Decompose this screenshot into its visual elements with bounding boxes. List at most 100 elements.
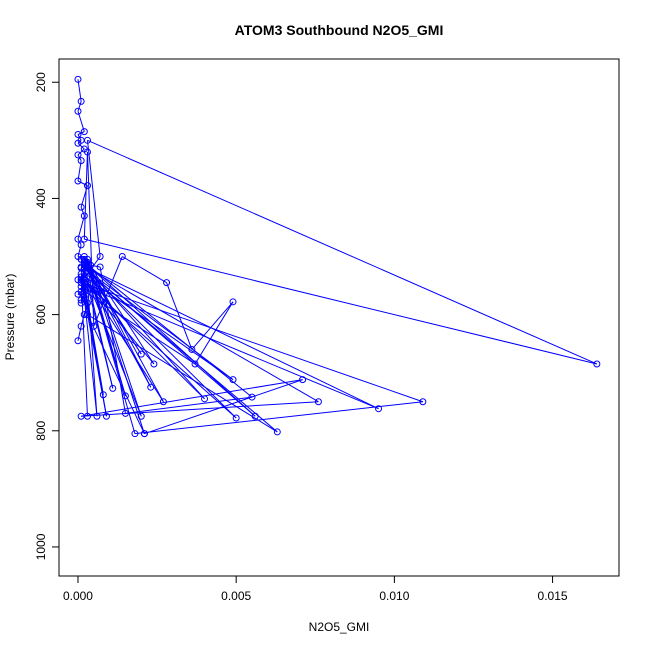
data-point (121, 409, 129, 417)
data-point (74, 177, 82, 185)
data-point (229, 376, 237, 384)
data-point (232, 414, 240, 422)
data-point (77, 97, 85, 105)
series-line-segment (77, 148, 85, 156)
y-tick-label: 600 (34, 304, 48, 324)
data-point (102, 412, 110, 420)
data-point (77, 203, 85, 211)
data-point (80, 279, 88, 287)
series-line-segment (93, 289, 379, 410)
series-line-segment (77, 244, 82, 257)
data-point (137, 412, 145, 420)
series-line-segment (87, 139, 598, 365)
data-point (74, 337, 82, 345)
data-point (96, 263, 104, 271)
series-line-segment (87, 282, 164, 402)
data-point (375, 405, 383, 413)
y-tick-label: 800 (34, 420, 48, 440)
data-point (80, 235, 88, 243)
series-line-segment (81, 401, 319, 417)
data-point (314, 398, 322, 406)
data-point (77, 273, 85, 281)
series-line-segment (93, 273, 164, 402)
series-line-segment (87, 267, 319, 403)
data-point (93, 412, 101, 420)
series-line-segment (83, 256, 155, 365)
series-line-segment (86, 262, 126, 397)
data-point (131, 430, 139, 438)
data-point (201, 395, 209, 403)
series-line-segment (80, 206, 85, 217)
data-point (96, 253, 104, 261)
series-line-segment (166, 282, 193, 350)
data-point (83, 267, 91, 275)
plot-frame (58, 58, 620, 577)
data-point (83, 148, 91, 156)
data-point (137, 350, 145, 358)
chart-title: ATOM3 Southbound N2O5_GMI (235, 22, 444, 38)
x-tick-label: 0.000 (63, 589, 93, 603)
series-line-segment (77, 215, 85, 240)
y-axis: 200 400 600 800 1000 (34, 72, 59, 560)
series-line-segment (80, 273, 234, 381)
data-point (140, 430, 148, 438)
series-line-segment (86, 282, 98, 417)
data-point (74, 131, 82, 139)
y-tick-label: 200 (34, 72, 48, 92)
x-tick-label: 0.005 (221, 589, 251, 603)
data-point (273, 428, 281, 436)
series-line-segment (87, 270, 237, 419)
data-point (90, 270, 98, 278)
series-line-segment (80, 259, 152, 388)
series-line-segment (77, 101, 82, 112)
series-line-segment (77, 142, 85, 150)
series-line-segment (77, 326, 82, 341)
data-point (147, 383, 155, 391)
series-line-segment (83, 282, 104, 395)
series-line-segment (87, 262, 152, 388)
series-line-segment (83, 151, 88, 240)
data-point (299, 376, 307, 384)
data-point (121, 392, 129, 400)
x-axis: 0.000 0.005 0.010 0.015 (63, 576, 568, 603)
data-point (83, 279, 91, 287)
data-series (77, 253, 259, 422)
y-tick-label: 400 (34, 188, 48, 208)
x-tick-label: 0.015 (538, 589, 568, 603)
data-point (74, 75, 82, 83)
series-line-segment (77, 139, 82, 144)
series-line-segment (80, 282, 424, 403)
data-point (251, 412, 259, 420)
series-line-segment (83, 267, 256, 417)
series-line-segment (77, 111, 85, 132)
data-point (74, 107, 82, 115)
data-point (248, 393, 256, 401)
data-point (74, 151, 82, 159)
y-tick-label: 1000 (34, 533, 48, 560)
data-point (77, 322, 85, 330)
series-line-segment (125, 396, 253, 414)
data-point (109, 384, 117, 392)
data-point (83, 182, 91, 190)
series-line-segment (81, 379, 303, 417)
series-line-segment (84, 267, 234, 381)
series-line-segment (83, 261, 253, 398)
data-point (99, 391, 107, 399)
data-point (191, 360, 199, 368)
series-line-segment (77, 290, 82, 295)
series-line-segment (86, 140, 101, 257)
data-point (163, 279, 171, 287)
series-line-segment (84, 238, 597, 365)
data-point (80, 128, 88, 136)
data-point (74, 139, 82, 147)
data-point (118, 253, 126, 261)
x-axis-label: N2O5_GMI (309, 620, 370, 634)
data-point (159, 398, 167, 406)
data-point (593, 360, 601, 368)
series-line-segment (77, 79, 82, 102)
data-point (77, 157, 85, 165)
data-point (77, 299, 85, 307)
series-line-segment (87, 314, 145, 434)
data-point (80, 261, 88, 269)
